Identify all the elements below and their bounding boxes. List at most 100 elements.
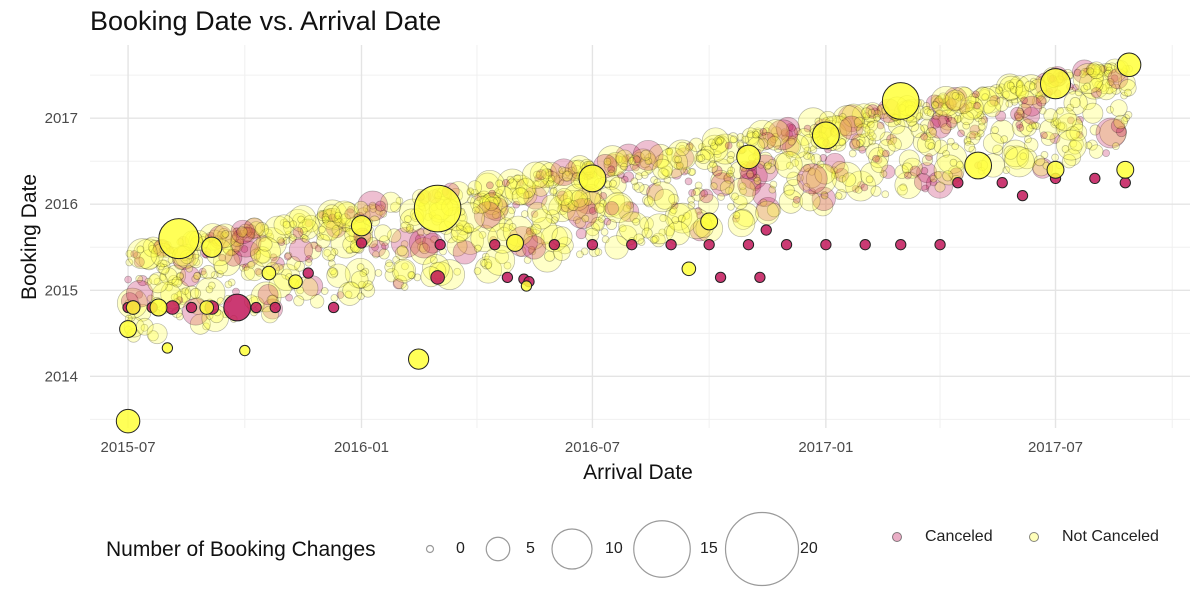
band-point	[517, 186, 526, 195]
band-point	[284, 230, 293, 239]
data-point-not-canceled	[288, 274, 303, 289]
band-point	[694, 148, 716, 170]
band-point	[1084, 141, 1093, 150]
band-point	[157, 262, 165, 271]
data-point-not-canceled	[408, 348, 430, 370]
band-point	[400, 240, 409, 248]
band-point	[684, 177, 693, 186]
band-point	[384, 261, 396, 273]
band-point	[995, 73, 1024, 102]
band-point	[671, 155, 680, 164]
band-point	[508, 223, 517, 231]
y-tick-label: 2016	[45, 196, 78, 213]
band-point	[1063, 90, 1088, 115]
data-point-not-canceled	[1039, 68, 1072, 100]
band-point	[955, 160, 964, 169]
band-point	[494, 249, 510, 265]
size-legend-circle	[551, 528, 593, 570]
band-point	[1020, 96, 1028, 105]
band-point	[463, 222, 475, 234]
band-point	[396, 245, 408, 257]
band-point	[937, 92, 949, 104]
band-point	[125, 258, 134, 267]
band-point	[724, 186, 733, 195]
x-axis-title: Arrival Date	[583, 461, 693, 484]
band-point	[925, 127, 937, 139]
band-point	[451, 219, 472, 241]
data-point-canceled	[501, 271, 514, 284]
band-point	[146, 294, 155, 303]
band-point	[898, 149, 920, 171]
band-point	[714, 137, 723, 146]
band-point	[585, 221, 600, 237]
band-point	[687, 201, 696, 210]
band-point	[854, 185, 863, 194]
band-point	[935, 109, 944, 118]
band-point	[337, 281, 362, 306]
band-point	[347, 205, 355, 214]
band-point	[838, 113, 847, 121]
band-point	[547, 174, 556, 183]
data-point-not-canceled	[506, 234, 524, 252]
data-point-not-canceled	[520, 280, 533, 292]
band-point	[632, 163, 640, 172]
band-point	[834, 167, 849, 183]
band-point	[334, 211, 342, 220]
band-point	[1069, 97, 1081, 109]
band-point	[633, 151, 645, 163]
band-point	[930, 85, 962, 117]
band-point	[678, 144, 686, 153]
band-point	[948, 86, 977, 114]
band-point	[473, 199, 482, 208]
band-point	[964, 100, 976, 112]
band-point	[135, 274, 144, 283]
band-point	[334, 215, 342, 224]
band-point	[523, 228, 545, 250]
band-point	[248, 221, 264, 236]
band-point	[233, 238, 242, 247]
band-point	[1009, 75, 1030, 97]
band-point	[599, 199, 607, 208]
band-point	[512, 200, 521, 209]
band-point	[130, 250, 139, 258]
band-point	[181, 287, 190, 295]
band-point	[872, 154, 880, 163]
band-point	[1031, 94, 1047, 110]
band-point	[673, 161, 682, 170]
band-point	[481, 194, 503, 216]
band-point	[915, 112, 924, 121]
band-point	[1016, 107, 1024, 116]
band-point	[774, 145, 782, 153]
band-point	[796, 173, 805, 182]
band-point	[490, 195, 509, 213]
band-point	[889, 125, 915, 150]
band-point	[289, 220, 297, 229]
band-point	[1067, 140, 1083, 155]
band-point	[316, 199, 348, 231]
band-point	[870, 107, 879, 116]
band-point	[942, 149, 950, 158]
band-point	[904, 171, 912, 180]
band-point	[820, 191, 829, 200]
band-point	[959, 95, 984, 121]
band-point	[769, 180, 778, 189]
band-point	[997, 83, 1006, 92]
band-point	[946, 137, 955, 146]
band-point	[230, 219, 255, 245]
band-point	[819, 154, 828, 162]
band-point	[603, 152, 628, 177]
band-point	[973, 132, 982, 141]
band-point	[405, 226, 414, 234]
band-point	[250, 248, 262, 260]
band-point	[803, 146, 812, 155]
band-point	[1079, 68, 1110, 100]
band-point	[509, 178, 521, 190]
band-point	[604, 201, 619, 216]
band-point	[594, 202, 606, 214]
band-point	[144, 277, 153, 286]
band-point	[310, 241, 319, 250]
band-point	[199, 270, 208, 279]
band-point	[193, 271, 202, 280]
band-point	[839, 115, 864, 140]
